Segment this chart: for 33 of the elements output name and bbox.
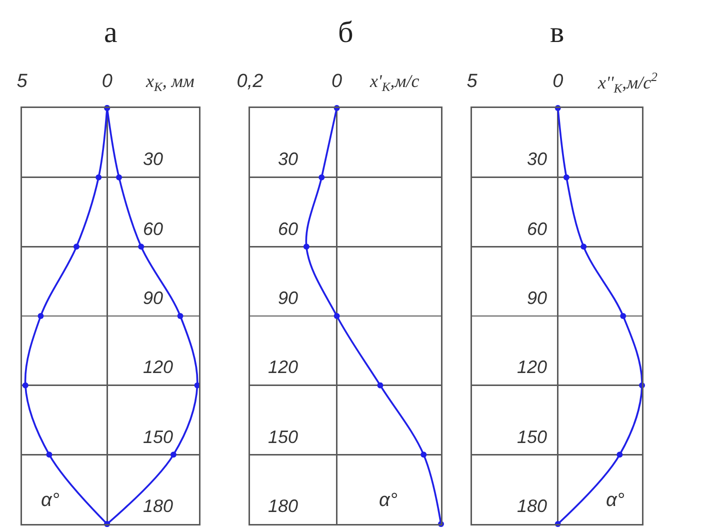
y-tick-label: 120 [268,357,298,377]
y-tick-label: 90 [527,288,548,308]
y-tick-label: 60 [278,219,298,239]
x-tick-label: 0 [102,71,113,92]
chart-title: а [104,16,118,49]
x-axis-title: x''$_{К}$,м/с$^{2}$ [597,70,658,96]
y-tick-label: 180 [268,496,298,516]
y-tick-label: 30 [527,149,548,169]
x-axis-title: x'$_{К}$,м/с [369,71,420,94]
y-tick-label: 60 [527,219,548,239]
x-tick-label: 5 [16,71,28,92]
x-tick-label: 0 [332,71,343,92]
x-axis-title: x$_{К}$, мм [145,71,195,94]
y-axis-title: α° [379,490,398,511]
y-tick-label: 150 [143,427,174,447]
x-tick-label: 0,2 [236,71,264,92]
x-tick-label: 0 [552,71,564,92]
y-tick-label: 30 [278,149,298,169]
y-tick-label: 90 [143,288,164,308]
y-tick-label: 180 [517,496,548,516]
chart-title: в [550,16,564,49]
y-tick-label: 150 [517,427,548,447]
y-tick-label: 120 [143,357,174,377]
chart-title: б [338,16,354,49]
y-tick-label: 150 [268,427,298,447]
y-tick-label: 60 [143,219,164,239]
y-axis-title: α° [606,490,625,511]
y-tick-label: 120 [517,357,548,377]
y-tick-label: 90 [278,288,298,308]
y-tick-label: 30 [143,149,164,169]
y-axis-title: α° [41,490,60,511]
x-tick-label: 5 [466,71,478,92]
y-tick-label: 180 [143,496,174,516]
